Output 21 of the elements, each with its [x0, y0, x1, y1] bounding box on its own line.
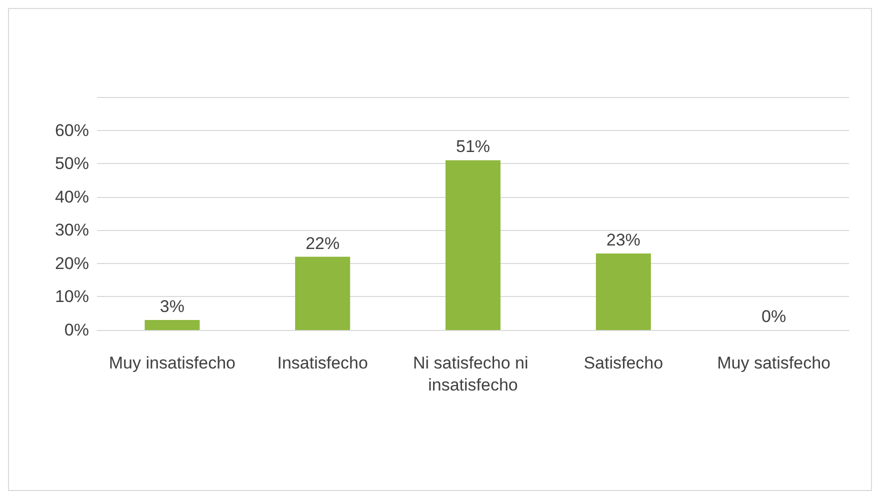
- y-tick-label: 30%: [54, 220, 89, 240]
- y-tick-label: 50%: [54, 154, 89, 174]
- y-tick-label: 20%: [54, 254, 89, 273]
- y-tick-label: 0%: [64, 320, 89, 340]
- data-label: 23%: [606, 230, 640, 250]
- data-label: 51%: [456, 137, 490, 156]
- data-label: 3%: [160, 297, 184, 316]
- data-label: 0%: [762, 307, 786, 326]
- y-tick-label: 60%: [54, 120, 89, 140]
- bar: [596, 253, 651, 330]
- data-label: 22%: [306, 234, 340, 253]
- bar: [446, 160, 500, 330]
- x-tick-label: Insatisfecho: [277, 354, 368, 372]
- x-tick-label: Muy insatisfecho: [108, 354, 236, 372]
- x-tick-label: Muy satisfecho: [717, 354, 830, 372]
- bar: [144, 320, 200, 330]
- y-tick-label: 40%: [54, 187, 89, 206]
- x-tick-label: Satisfecho: [584, 354, 664, 372]
- bar: [295, 256, 350, 330]
- x-tick-label: Ni satisfecho ni insatisfecho: [413, 354, 533, 394]
- y-tick-label: 10%: [54, 287, 89, 306]
